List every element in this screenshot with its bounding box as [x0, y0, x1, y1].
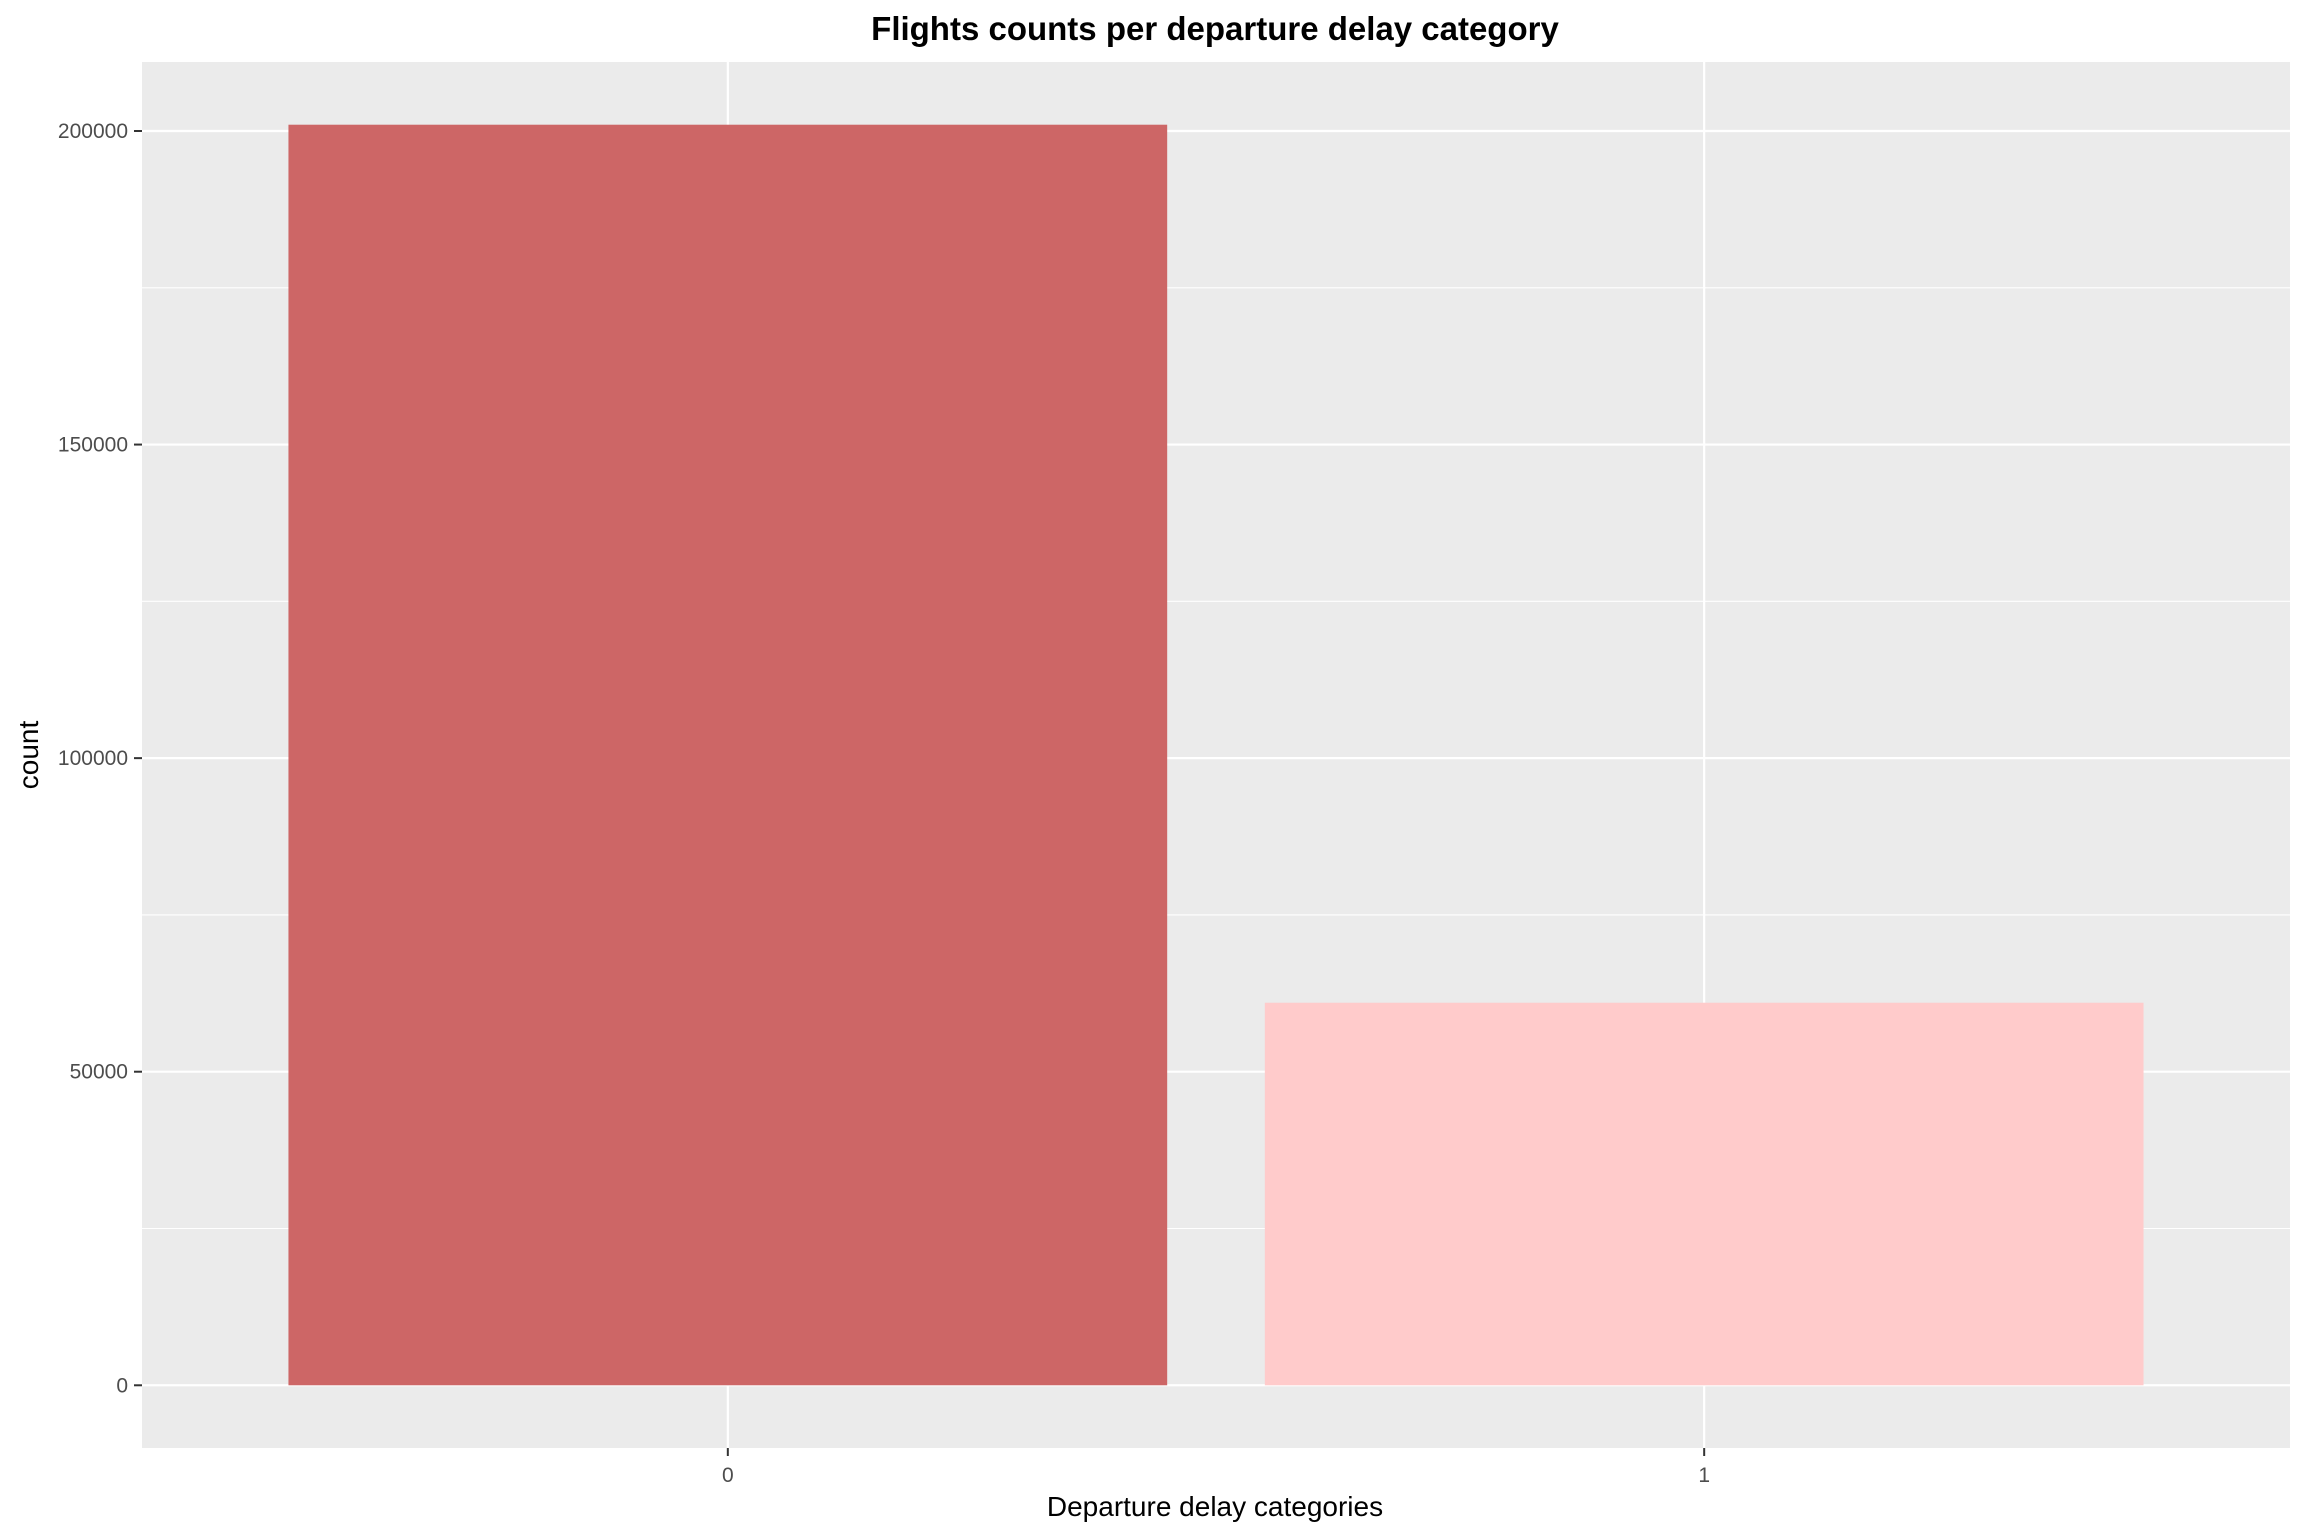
y-tick-label-2: 100000: [58, 747, 128, 770]
chart-title: Flights counts per departure delay categ…: [871, 10, 1559, 47]
x-tick-label-0: 0: [722, 1464, 734, 1487]
bars: [288, 124, 2144, 1386]
y-axis-label: count: [13, 721, 44, 790]
bar-1: [1264, 1002, 2144, 1386]
x-axis-label: Departure delay categories: [1047, 1491, 1383, 1522]
y-axis: 0 50000 100000 150000 200000: [58, 120, 142, 1397]
x-tick-label-1: 1: [1698, 1464, 1710, 1487]
y-tick-label-1: 50000: [70, 1061, 128, 1084]
y-tick-label-4: 200000: [58, 120, 128, 143]
y-tick-label-0: 0: [116, 1374, 128, 1397]
bar-0: [288, 124, 1168, 1386]
y-tick-label-3: 150000: [58, 434, 128, 457]
